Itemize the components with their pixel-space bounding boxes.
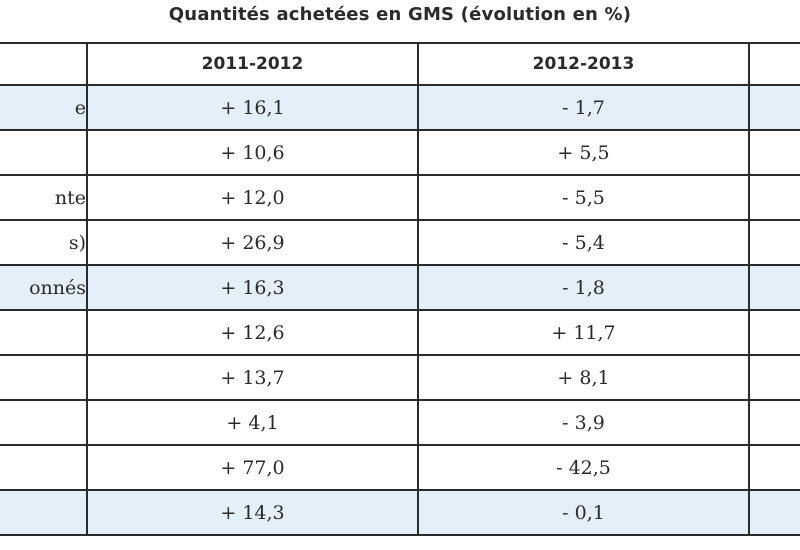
value-2012-2013: - 5,5 bbox=[417, 174, 750, 221]
row-label: e bbox=[0, 84, 88, 131]
extra-cell bbox=[748, 129, 800, 176]
extra-cell bbox=[748, 444, 800, 491]
value-2012-2013: - 1,7 bbox=[417, 84, 750, 131]
value-2012-2013: + 5,5 bbox=[417, 129, 750, 176]
row-label: nte bbox=[0, 174, 88, 221]
extra-cell bbox=[748, 489, 800, 536]
value-2011-2012: + 77,0 bbox=[86, 444, 419, 491]
table-row: + 13,7 + 8,1 bbox=[0, 354, 800, 401]
value-2011-2012: + 10,6 bbox=[86, 129, 419, 176]
row-label: s) bbox=[0, 219, 88, 266]
table-row: e + 16,1 - 1,7 bbox=[0, 84, 800, 131]
extra-cell bbox=[748, 264, 800, 311]
row-label: onnés bbox=[0, 264, 88, 311]
data-table: 2011-2012 2012-2013 e + 16,1 - 1,7 + 10,… bbox=[0, 42, 800, 536]
row-label bbox=[0, 354, 88, 401]
extra-cell bbox=[748, 174, 800, 221]
row-label bbox=[0, 309, 88, 356]
value-2011-2012: + 26,9 bbox=[86, 219, 419, 266]
row-label bbox=[0, 129, 88, 176]
table-row: + 14,3 - 0,1 bbox=[0, 489, 800, 536]
row-label bbox=[0, 444, 88, 491]
row-label bbox=[0, 399, 88, 446]
value-2011-2012: + 14,3 bbox=[86, 489, 419, 536]
table-row: + 4,1 - 3,9 bbox=[0, 399, 800, 446]
value-2011-2012: + 13,7 bbox=[86, 354, 419, 401]
value-2011-2012: + 12,6 bbox=[86, 309, 419, 356]
value-2011-2012: + 12,0 bbox=[86, 174, 419, 221]
extra-cell bbox=[748, 84, 800, 131]
value-2012-2013: - 3,9 bbox=[417, 399, 750, 446]
row-label bbox=[0, 489, 88, 536]
extra-cell bbox=[748, 219, 800, 266]
table-row: + 10,6 + 5,5 bbox=[0, 129, 800, 176]
header-cell-2011-2012: 2011-2012 bbox=[86, 42, 419, 86]
value-2012-2013: + 8,1 bbox=[417, 354, 750, 401]
value-2012-2013: - 42,5 bbox=[417, 444, 750, 491]
table-row: onnés + 16,3 - 1,8 bbox=[0, 264, 800, 311]
extra-cell bbox=[748, 354, 800, 401]
header-cell-label bbox=[0, 42, 88, 86]
value-2011-2012: + 16,3 bbox=[86, 264, 419, 311]
value-2012-2013: - 1,8 bbox=[417, 264, 750, 311]
extra-cell bbox=[748, 309, 800, 356]
value-2012-2013: - 0,1 bbox=[417, 489, 750, 536]
value-2012-2013: - 5,4 bbox=[417, 219, 750, 266]
value-2011-2012: + 4,1 bbox=[86, 399, 419, 446]
value-2012-2013: + 11,7 bbox=[417, 309, 750, 356]
value-2011-2012: + 16,1 bbox=[86, 84, 419, 131]
table-row: + 77,0 - 42,5 bbox=[0, 444, 800, 491]
table-row: s) + 26,9 - 5,4 bbox=[0, 219, 800, 266]
table-row: nte + 12,0 - 5,5 bbox=[0, 174, 800, 221]
header-cell-extra bbox=[748, 42, 800, 86]
table-title: Quantités achetées en GMS (évolution en … bbox=[168, 4, 632, 25]
table-row: + 12,6 + 11,7 bbox=[0, 309, 800, 356]
header-cell-2012-2013: 2012-2013 bbox=[417, 42, 750, 86]
header-row: 2011-2012 2012-2013 bbox=[0, 42, 800, 86]
extra-cell bbox=[748, 399, 800, 446]
